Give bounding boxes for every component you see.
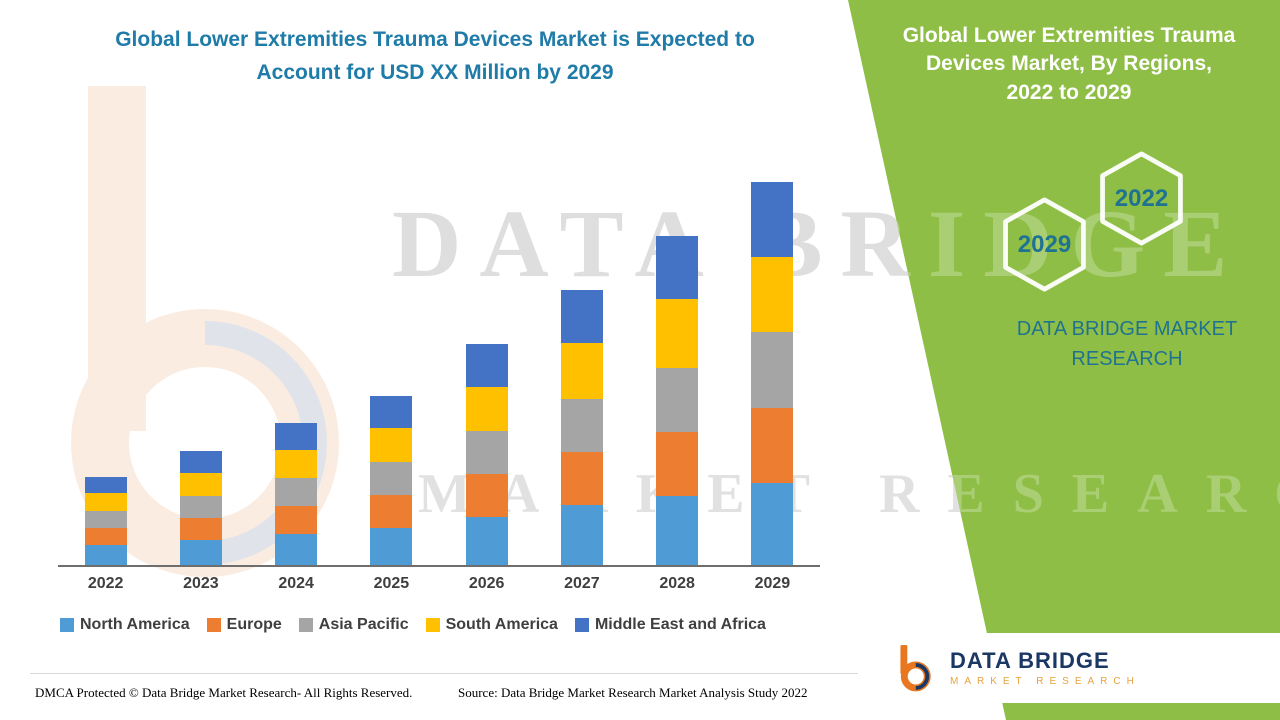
panel-brand-line1: DATA BRIDGE MARKET: [1016, 318, 1238, 340]
x-label-2024: 2024: [278, 575, 314, 592]
bar-segment-south-america-2022: [84, 492, 127, 511]
hexagon-year-front: 2029: [1017, 230, 1072, 258]
bar-segment-asia-pacific-2022: [84, 510, 127, 528]
dbmr-logo-text: DATA BRIDGE MARKET RESEARCH: [950, 647, 1140, 688]
bar-segment-asia-pacific-2027: [560, 398, 603, 452]
bar-2024: [275, 422, 318, 565]
bar-segment-middle-east-and-africa-2026: [465, 344, 508, 387]
x-axis-labels: 2022 2023 2024 2025 2026 2027 2028 2029: [58, 575, 820, 593]
bar-segment-south-america-2027: [560, 343, 603, 399]
x-label-2026: 2026: [468, 575, 505, 592]
hexagon-outline-icon: [1003, 197, 1086, 292]
bar-segment-north-america-2025: [370, 527, 413, 565]
bar-segment-europe-2024: [275, 505, 318, 534]
dbmr-logo-name: DATA BRIDGE: [950, 647, 1110, 673]
bar-segment-north-america-2023: [179, 539, 222, 565]
bar-segment-asia-pacific-2028: [656, 367, 699, 432]
panel-brand-text: DATA BRIDGE MARKET RESEARCH: [993, 314, 1261, 374]
footer-divider: [30, 673, 858, 674]
panel-title-line2: Devices Market, By Regions,: [926, 52, 1212, 76]
x-label-2022: 2022: [87, 575, 124, 592]
legend-label-north-america: North America: [80, 616, 190, 633]
bar-segment-south-america-2024: [275, 449, 318, 478]
legend-swatch-south-america: [425, 618, 440, 632]
legend-label-south-america: South America: [445, 616, 558, 633]
bar-2023: [179, 450, 222, 565]
bar-segment-north-america-2027: [560, 504, 603, 565]
bar-segment-europe-2027: [560, 451, 603, 505]
x-label-2023: 2023: [183, 575, 219, 592]
panel-title: Global Lower Extremities Trauma Devices …: [893, 22, 1245, 107]
bar-segment-north-america-2029: [751, 482, 794, 565]
bar-segment-asia-pacific-2029: [751, 332, 794, 408]
bar-2025: [370, 395, 413, 565]
hexagon-badge-2029: 2029: [997, 197, 1092, 292]
bar-segment-north-america-2024: [275, 533, 318, 565]
bar-segment-middle-east-and-africa-2029: [751, 182, 794, 258]
legend-label-middle-east-and-africa: Middle East and Africa: [594, 616, 766, 633]
bar-segment-europe-2023: [179, 517, 222, 540]
legend-swatch-asia-pacific: [298, 618, 313, 632]
legend-item-asia-pacific: Asia Pacific: [298, 616, 409, 634]
dmca-text: DMCA Protected © Data Bridge Market Rese…: [35, 685, 413, 700]
dbmr-logo-icon: [900, 645, 931, 692]
bar-segment-europe-2029: [751, 407, 794, 483]
bar-segment-middle-east-and-africa-2025: [370, 395, 413, 428]
legend-item-europe: Europe: [206, 616, 282, 634]
chart-title-line1: Global Lower Extremities Trauma Devices …: [115, 28, 755, 51]
bar-segment-asia-pacific-2024: [275, 477, 318, 506]
panel-title-line1: Global Lower Extremities Trauma: [902, 24, 1236, 47]
bar-segment-asia-pacific-2026: [465, 430, 508, 474]
bar-2028: [656, 236, 699, 565]
bar-segment-north-america-2022: [84, 544, 127, 565]
bar-segment-middle-east-and-africa-2028: [656, 236, 699, 300]
bar-segment-south-america-2029: [751, 257, 794, 333]
legend-swatch-north-america: [60, 618, 74, 632]
dbmr-logo-subtitle: MARKET RESEARCH: [950, 676, 1140, 688]
bar-segment-south-america-2023: [179, 472, 222, 496]
dbmr-logo-card: DATA BRIDGE MARKET RESEARCH: [872, 633, 1280, 703]
chart-legend: North America Europe Asia Pacific South Ame…: [60, 616, 766, 634]
source-text: Source: Data Bridge Market Research Mark…: [458, 685, 808, 700]
bar-segment-middle-east-and-africa-2027: [560, 290, 603, 344]
panel-brand-line2: RESEARCH: [1071, 348, 1183, 370]
legend-swatch-europe: [206, 618, 221, 632]
legend-item-middle-east-and-africa: Middle East and Africa: [574, 616, 766, 634]
bar-2026: [465, 344, 508, 565]
bar-segment-asia-pacific-2023: [179, 495, 222, 518]
bar-segment-north-america-2026: [465, 516, 508, 565]
x-label-2025: 2025: [373, 575, 410, 592]
bar-segment-middle-east-and-africa-2024: [275, 422, 318, 450]
bar-2029: [751, 182, 794, 565]
bar-segment-europe-2025: [370, 494, 413, 528]
hexagon-badge-2022: 2022: [1094, 151, 1189, 246]
hexagon-year-back: 2022: [1114, 184, 1169, 212]
hexagon-outline-icon: [1100, 151, 1183, 246]
bar-segment-middle-east-and-africa-2023: [179, 450, 222, 473]
bar-segment-europe-2026: [465, 473, 508, 517]
bar-segment-middle-east-and-africa-2022: [84, 476, 127, 493]
bar-2027: [560, 290, 603, 565]
chart-title-line2: Account for USD XX Million by 2029: [256, 60, 614, 84]
legend-label-europe: Europe: [226, 616, 282, 633]
bar-segment-europe-2022: [84, 527, 127, 545]
bar-segment-north-america-2028: [656, 495, 699, 565]
x-label-2027: 2027: [564, 575, 600, 592]
plot-area: [58, 178, 820, 567]
bar-segment-south-america-2026: [465, 386, 508, 431]
legend-item-north-america: North America: [60, 616, 190, 634]
bar-segment-asia-pacific-2025: [370, 461, 413, 495]
x-label-2029: 2029: [754, 575, 791, 592]
legend-swatch-middle-east-and-africa: [574, 618, 589, 632]
chart-title: Global Lower Extremities Trauma Devices …: [80, 24, 790, 89]
legend-item-south-america: South America: [425, 616, 558, 634]
bar-segment-south-america-2025: [370, 427, 413, 462]
legend-label-asia-pacific: Asia Pacific: [318, 616, 409, 633]
bar-segment-south-america-2028: [656, 299, 699, 368]
bar-segment-europe-2028: [656, 431, 699, 496]
x-label-2028: 2028: [659, 575, 695, 592]
panel-title-line3: 2022 to 2029: [1006, 80, 1132, 104]
bar-2022: [84, 476, 127, 565]
